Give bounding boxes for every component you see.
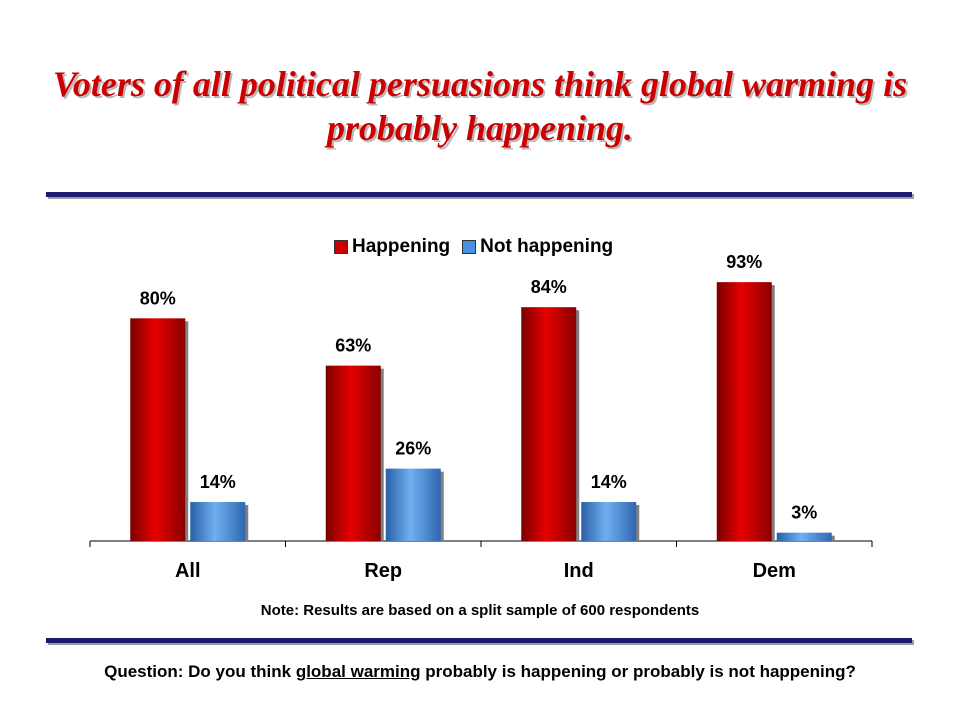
legend-label-not-happening: Not happening: [480, 236, 614, 257]
data-label: 63%: [335, 336, 371, 356]
bar-happening-rep: [325, 365, 381, 541]
category-label: All: [175, 560, 201, 582]
legend-swatch-not-happening: [462, 240, 477, 254]
category-label: Rep: [364, 560, 402, 582]
data-label: 84%: [531, 277, 567, 297]
top-divider: [46, 192, 912, 197]
category-label: Ind: [564, 560, 594, 582]
bar-happening-dem: [716, 282, 772, 541]
bar-not-happening-all: [190, 502, 246, 541]
question-prefix: Question: Do you think: [104, 662, 296, 681]
data-label: 26%: [395, 439, 431, 459]
legend-swatch-happening: [334, 240, 348, 254]
chart-note: Note: Results are based on a split sampl…: [260, 602, 700, 619]
legend-item-happening: Happening: [334, 236, 450, 258]
data-label: 93%: [726, 252, 762, 272]
question-underlined: global warming: [295, 662, 421, 681]
data-label: 80%: [140, 288, 176, 308]
bar-not-happening-dem: [776, 532, 832, 541]
question-text: Question: Do you think global warming pr…: [80, 660, 880, 684]
legend-item-not-happening: Not happening: [462, 236, 613, 258]
bar-not-happening-rep: [385, 468, 441, 541]
bar-not-happening-ind: [581, 502, 637, 541]
chart-legend: Happening Not happening: [334, 236, 625, 258]
data-label: 14%: [591, 472, 627, 492]
question-suffix: probably is happening or probably is not…: [420, 662, 856, 681]
data-label: 3%: [791, 503, 817, 523]
category-label: Dem: [753, 560, 796, 582]
bottom-divider: [46, 638, 912, 643]
legend-label-happening: Happening: [352, 236, 451, 257]
bar-happening-all: [130, 318, 186, 541]
data-label: 14%: [200, 472, 236, 492]
slide-title: Voters of all political persuasions thin…: [52, 64, 908, 148]
bar-happening-ind: [521, 307, 577, 541]
